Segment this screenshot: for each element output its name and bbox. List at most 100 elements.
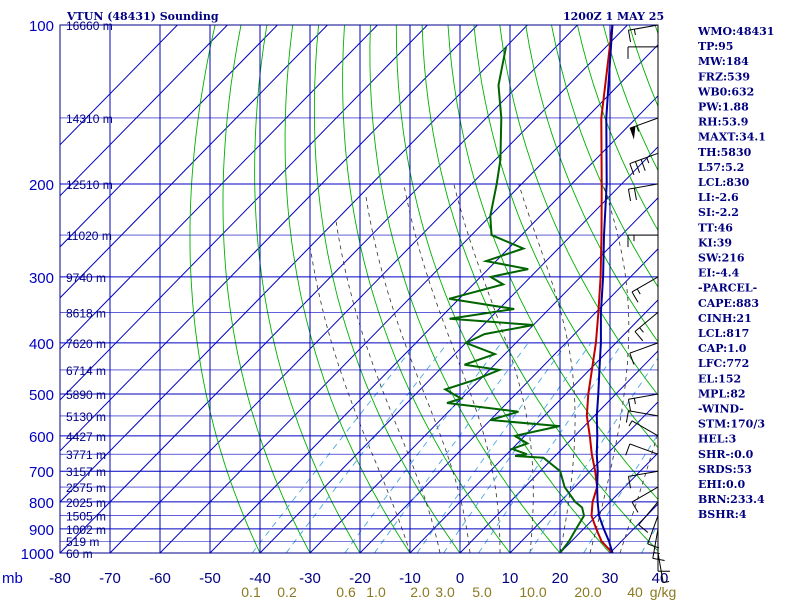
height-label: 1505 m	[66, 510, 106, 524]
isotherm	[60, 25, 278, 248]
height-label: 4427 m	[66, 430, 106, 444]
isotherm	[559, 452, 658, 553]
isotherm	[60, 25, 328, 299]
index-value: SI:-2.2	[698, 206, 739, 219]
index-value: CAPE:883	[698, 297, 759, 310]
wind-barb	[629, 117, 659, 140]
index-value: LCL:817	[698, 327, 749, 340]
index-value: WB0:632	[697, 85, 754, 98]
index-value: BSHR:4	[698, 508, 747, 521]
pressure-tick-label: 700	[29, 464, 54, 481]
index-value: LCL:830	[698, 176, 750, 189]
mixing-ratio-label: 20.0	[574, 584, 601, 600]
temperature-tick-label: -50	[199, 570, 221, 587]
pressure-tick-label: 900	[29, 522, 54, 539]
wind-barb	[627, 46, 658, 59]
wind-barb	[634, 311, 659, 342]
moist-adiabat	[335, 220, 441, 553]
index-value: TH:5830	[698, 146, 752, 159]
height-label: 519 m	[66, 535, 99, 549]
pressure-tick-label: 300	[29, 270, 54, 287]
temperature-profile-line	[585, 25, 614, 553]
isotherm	[309, 197, 658, 553]
height-label: 8618 m	[66, 306, 106, 320]
isotherm	[60, 25, 228, 197]
moist-adiabat	[518, 183, 576, 553]
wind-barb	[647, 515, 660, 549]
index-value: CINH:21	[698, 312, 752, 325]
isotherm	[109, 25, 628, 553]
pressure-unit-label: mb	[2, 570, 23, 587]
wind-barb	[657, 552, 670, 584]
mixing-ratio-label: 2.0	[410, 584, 430, 600]
pressure-tick-label: 200	[29, 177, 54, 194]
mixing-ratio-label: 5.0	[472, 584, 492, 600]
height-label: 5130 m	[66, 410, 106, 424]
temperature-tick-label: -30	[299, 570, 321, 587]
index-value: SRDS:53	[698, 463, 752, 476]
station-title: VTUN (48431) Sounding	[66, 10, 219, 23]
moist-adiabat	[453, 183, 534, 553]
isotherm	[60, 25, 528, 503]
temperature-tick-label: 0	[456, 570, 464, 587]
height-label: 1002 m	[66, 523, 106, 537]
height-label: 7620 m	[66, 337, 106, 351]
height-label: 11020 m	[66, 229, 112, 243]
wind-barb	[631, 276, 659, 303]
wind-barb	[627, 470, 659, 489]
index-value: STM:170/3	[698, 418, 765, 431]
index-value: TP:95	[698, 40, 733, 53]
wind-barb	[629, 342, 659, 365]
temperature-tick-label: -10	[399, 570, 421, 587]
height-label: 16660 m	[66, 19, 113, 33]
mixing-ratio-label: 1.0	[366, 584, 386, 600]
isotherm	[60, 25, 378, 350]
isotherm	[259, 146, 658, 553]
height-label: 3771 m	[66, 448, 106, 462]
height-label: 3157 m	[66, 465, 106, 479]
wind-barb	[625, 443, 659, 456]
isotherm	[60, 25, 578, 553]
height-label: 14310 m	[66, 112, 113, 126]
index-value: MPL:82	[698, 387, 746, 400]
index-value: -PARCEL-	[698, 282, 757, 295]
parcel-path-line	[595, 25, 614, 553]
temperature-tick-label: -70	[99, 570, 121, 587]
temperature-tick-label: 30	[602, 570, 619, 587]
sounding-time: 1200Z 1 MAY 25	[563, 10, 664, 23]
moist-adiabat	[403, 183, 501, 553]
height-label: 12510 m	[66, 178, 113, 192]
pressure-tick-label: 400	[29, 336, 54, 353]
temperature-tick-label: -60	[149, 570, 171, 587]
index-value: EL:152	[698, 372, 741, 385]
moist-adiabat	[310, 248, 411, 553]
index-value: KI:39	[698, 236, 732, 249]
index-value: EI:-4.4	[698, 267, 740, 280]
dewpoint-profile-line	[442, 46, 586, 553]
index-value: CAP:1.0	[698, 342, 747, 355]
temperature-tick-label: -40	[249, 570, 271, 587]
pressure-tick-label: 100	[29, 18, 54, 35]
index-value: LI:-2.6	[698, 191, 739, 204]
index-value: LFC:772	[698, 357, 749, 370]
wind-barb	[657, 541, 670, 572]
wind-barb	[638, 501, 659, 533]
index-value: WMO:48431	[697, 25, 774, 38]
isotherm	[60, 25, 478, 452]
height-label: 60 m	[66, 547, 93, 561]
index-value: BRN:233.4	[698, 493, 765, 506]
index-value: SHR-:0.0	[698, 448, 754, 461]
index-value: -WIND-	[698, 403, 744, 416]
mixing-ratio-label: 0.2	[277, 584, 297, 600]
wind-barb	[629, 152, 659, 176]
isotherm	[209, 95, 658, 553]
pressure-tick-label: 1000	[21, 546, 54, 563]
height-label: 2575 m	[66, 481, 106, 495]
isotherm	[509, 401, 658, 553]
wind-barb	[627, 393, 659, 412]
mixing-ratio-label: g/kg	[650, 584, 676, 600]
index-value: TT:46	[698, 221, 733, 234]
index-value: RH:53.9	[698, 116, 748, 129]
mixing-ratio-label: 0.1	[241, 584, 261, 600]
